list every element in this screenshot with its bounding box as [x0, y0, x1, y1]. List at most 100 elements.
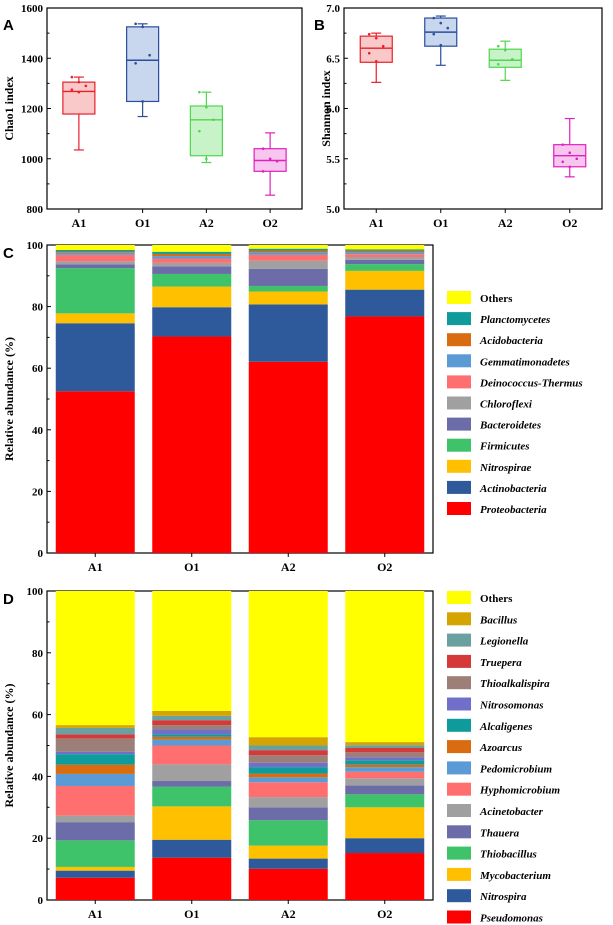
box-o1: [424, 15, 458, 66]
legend-label: Alcaligenes: [479, 721, 533, 733]
bar-segment-actinobacteria: [55, 323, 135, 392]
data-point: [367, 32, 371, 36]
data-point: [432, 16, 436, 20]
legend-label: Acinetobacter: [479, 806, 544, 818]
bar-segment-bacteroidetes: [345, 259, 425, 265]
y-tick-label: 100: [27, 240, 44, 252]
bar-segment-azoarcus: [152, 736, 232, 740]
x-tick-label: A2: [498, 216, 513, 230]
bar-segment-thiobacillus: [345, 794, 425, 808]
bar-segment-chloroflexi: [248, 260, 328, 269]
y-tick-label: 40: [32, 771, 44, 783]
bar-segment-gemmatimonadetes: [248, 252, 328, 255]
bar-segment-firmicutes: [55, 268, 135, 314]
legend-swatch: [447, 480, 471, 494]
bar-segment-bacillus: [55, 725, 135, 728]
bar-segment-others: [152, 245, 232, 252]
legend-label: Bacteroidetes: [479, 420, 541, 432]
legend-swatch: [447, 867, 471, 881]
legend-swatch: [447, 502, 471, 515]
y-tick-label: 1600: [21, 3, 44, 15]
legend-label: Truepera: [480, 657, 522, 669]
bar-segment-others: [248, 245, 328, 249]
y-tick-label: 20: [32, 833, 44, 845]
data-point: [77, 80, 81, 84]
y-tick-label: 0: [38, 548, 44, 560]
legend-swatch: [447, 697, 471, 711]
data-point: [148, 53, 151, 57]
legend-label: Bacillus: [479, 614, 517, 626]
bar-segment-others: [345, 245, 425, 250]
data-point: [77, 90, 81, 94]
data-point: [446, 26, 450, 30]
bar-segment-mycobacterium: [55, 866, 135, 871]
bar-segment-truepera: [345, 747, 425, 753]
legend-label: Others: [480, 293, 513, 305]
bar-segment-bacillus: [248, 737, 328, 746]
data-point: [212, 118, 215, 122]
bar-segment-truepera: [55, 734, 135, 739]
bar-segment-nitrospirae: [55, 313, 135, 324]
x-tick-label: O2: [562, 216, 577, 230]
panel-letter: C: [3, 245, 14, 262]
bar-segment-proteobacteria: [248, 361, 328, 553]
bar-segment-pedomicrobium: [345, 767, 425, 772]
x-tick-label: O1: [184, 560, 199, 574]
bar-segment-thioalkalispira: [345, 752, 425, 758]
bar-segment-hyphomicrobium: [152, 745, 232, 765]
data-point: [367, 51, 371, 55]
data-point: [381, 44, 385, 48]
bar-segment-legionella: [248, 745, 328, 751]
legend-label: Actinobacteria: [479, 483, 547, 495]
bar-segment-others: [55, 591, 135, 726]
legend-swatch: [447, 676, 471, 690]
legend-label: Mycobacterium: [479, 870, 551, 882]
box-o2: [253, 132, 287, 196]
stacked-bar-a2: [248, 591, 328, 900]
legend-swatch: [447, 740, 471, 754]
y-tick-label: 6.0: [326, 104, 340, 116]
y-axis-label: Shannon index: [319, 70, 333, 146]
y-tick-label: 800: [27, 204, 44, 216]
bar-segment-gemmatimonadetes: [152, 256, 232, 259]
data-point: [374, 36, 378, 40]
bar-segment-others: [152, 591, 232, 711]
bar-segment-bacillus: [345, 742, 425, 746]
data-point: [198, 129, 201, 133]
legend-swatch: [447, 782, 471, 796]
data-point: [439, 21, 443, 25]
bar-segment-others: [248, 591, 328, 738]
bar-segment-planctomycetes: [55, 249, 135, 252]
legend-label: Chloroflexi: [480, 399, 533, 411]
legend-swatch: [447, 417, 471, 431]
legend-label: Pseudomonas: [480, 913, 543, 925]
legend-swatch: [447, 846, 471, 860]
data-point: [268, 157, 272, 161]
legend-swatch: [447, 333, 471, 347]
legend-label: Deinococcus-Thermus: [479, 377, 583, 389]
y-tick-label: 0: [38, 895, 44, 907]
legend-label: Thauera: [480, 827, 520, 839]
legend-swatch: [447, 654, 471, 668]
legend-swatch: [447, 825, 471, 839]
x-tick-label: A2: [281, 907, 296, 921]
bar-segment-deinococcus-thermus: [248, 254, 328, 261]
y-axis-label: Chao1 index: [2, 76, 16, 140]
stacked-bar-o2: [345, 245, 425, 553]
data-point: [496, 44, 500, 48]
stacked-bar-a1: [55, 245, 135, 553]
bar-segment-others: [345, 591, 425, 743]
bar-segment-proteobacteria: [152, 336, 232, 553]
legend-swatch: [447, 459, 471, 473]
legend-label: Nitrosomonas: [479, 700, 544, 712]
bar-segment-bacteroidetes: [152, 266, 232, 274]
bar-segment-legionella: [345, 745, 425, 748]
bar-segment-thauera: [248, 807, 328, 821]
data-point: [496, 62, 500, 66]
x-tick-label: O1: [433, 216, 448, 230]
bar-segment-bacteroidetes: [248, 268, 328, 286]
bar-segment-acinetobacter: [248, 797, 328, 808]
data-point: [374, 59, 378, 63]
bar-segment-thauera: [55, 822, 135, 841]
legend-swatch: [447, 375, 471, 389]
